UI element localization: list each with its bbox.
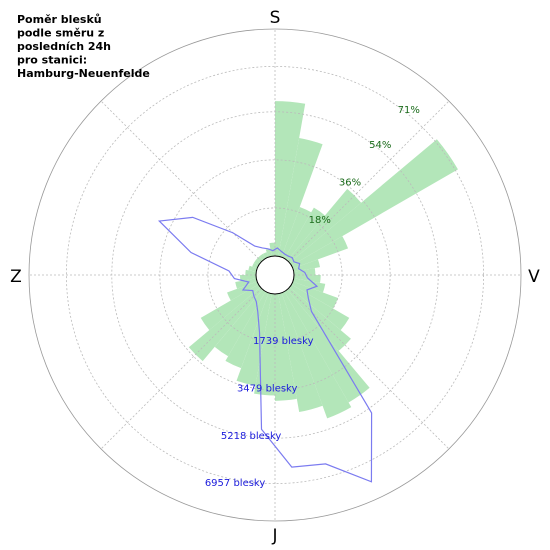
wedge — [248, 265, 258, 272]
wedge — [291, 281, 339, 309]
wedge — [281, 291, 352, 419]
r-tick-label: 18% — [309, 215, 331, 226]
center-hole — [255, 255, 295, 295]
title-line: podle směru z — [17, 27, 104, 40]
wedge — [254, 293, 275, 396]
wedge — [259, 253, 266, 261]
wedge — [278, 292, 323, 413]
title-line: posledních 24h — [17, 40, 111, 53]
wedge — [227, 281, 259, 301]
wedge — [278, 137, 323, 258]
wedge — [214, 289, 266, 357]
outer-circle — [28, 28, 522, 522]
direction-label: Z — [10, 267, 22, 287]
r-tick-label: 36% — [339, 177, 361, 188]
wedge — [281, 206, 312, 259]
wedge — [292, 278, 326, 293]
title-line: pro stanici: — [17, 54, 87, 67]
wedge — [252, 262, 259, 269]
direction-label: S — [270, 8, 281, 28]
spoke — [288, 288, 450, 450]
wedge — [293, 275, 321, 283]
spoke — [100, 100, 262, 262]
wedge — [236, 292, 272, 386]
wedge — [284, 207, 325, 261]
title-line: Hamburg-Neuenfelde — [17, 67, 150, 80]
title-line: Poměr blesků — [17, 13, 102, 26]
wedge — [265, 248, 272, 258]
r2-tick-label: 1739 blesky — [253, 336, 314, 347]
r2-tick-label: 3479 blesky — [237, 384, 298, 395]
wedge — [275, 293, 297, 401]
wedge — [253, 259, 261, 266]
wedge — [289, 284, 350, 331]
wedge — [245, 269, 257, 275]
direction-label: J — [271, 526, 277, 546]
spoke — [100, 288, 262, 450]
r2-tick-label: 6957 blesky — [205, 478, 266, 489]
r2-tick-label: 5218 blesky — [221, 431, 282, 442]
wedge — [200, 284, 261, 331]
wedge — [262, 252, 269, 259]
wedge — [235, 278, 258, 289]
r-tick-label: 54% — [369, 140, 391, 151]
direction-label: V — [528, 267, 540, 287]
wedge — [275, 101, 306, 257]
wedge — [289, 139, 458, 266]
r-tick-label: 71% — [398, 105, 420, 116]
spoke — [288, 100, 450, 262]
wedge — [269, 242, 275, 257]
count-line — [157, 216, 373, 483]
wedge — [293, 267, 316, 275]
wedge — [291, 236, 349, 269]
wedge — [239, 275, 257, 282]
